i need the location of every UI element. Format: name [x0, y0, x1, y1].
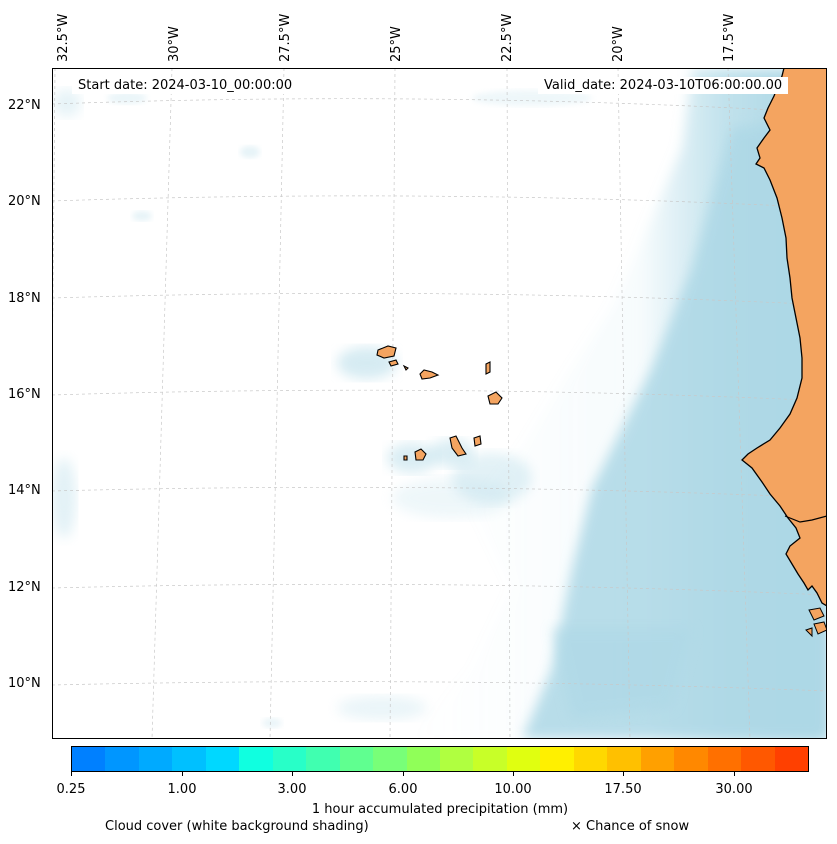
colorbar-tickmark — [71, 772, 72, 776]
colorbar-segment — [172, 747, 206, 771]
santa-luzia-island — [402, 364, 409, 371]
graticule — [52, 68, 827, 739]
colorbar-title: 1 hour accumulated precipitation (mm) — [311, 802, 569, 817]
lon-label-27-5w: 27.5°W — [278, 13, 293, 62]
map-canvas — [52, 68, 827, 739]
colorbar-segment — [774, 747, 808, 771]
colorbar-tick-label: 10.00 — [494, 782, 532, 797]
fogo-island — [414, 448, 427, 461]
colorbar-tick-label: 0.25 — [56, 782, 86, 797]
lat-label-20n: 20°N — [8, 194, 41, 209]
colorbar-segment — [473, 747, 507, 771]
colorbar-segment — [506, 747, 541, 771]
colorbar-segment — [306, 747, 340, 771]
colorbar-segment — [406, 747, 440, 771]
start-date-label: Start date: 2024-03-10_00:00:00 — [72, 77, 299, 94]
cloud-cover-note: Cloud cover (white background shading) — [105, 819, 369, 834]
snow-note: × Chance of snow — [571, 819, 690, 834]
lat-label-12n: 12°N — [8, 580, 41, 595]
colorbar-segment — [439, 747, 474, 771]
brava-island — [403, 455, 408, 461]
precipitation-colorbar — [71, 746, 809, 772]
lon-label-32-5w: 32.5°W — [56, 13, 71, 62]
lon-label-22-5w: 22.5°W — [500, 13, 515, 62]
colorbar-tickmark — [734, 772, 735, 776]
colorbar-tick-label: 6.00 — [388, 782, 418, 797]
forecast-map[interactable] — [52, 68, 827, 739]
colorbar-segment — [607, 747, 641, 771]
colorbar-segment — [640, 747, 675, 771]
colorbar-tick-label: 3.00 — [277, 782, 307, 797]
colorbar-tick-label: 30.00 — [715, 782, 753, 797]
lat-label-16n: 16°N — [8, 387, 41, 402]
santiago-island — [449, 435, 467, 457]
lat-label-18n: 18°N — [8, 291, 41, 306]
colorbar-tickmark — [182, 772, 183, 776]
colorbar-segment — [339, 747, 374, 771]
lon-label-25w: 25°W — [389, 26, 404, 62]
colorbar-tick-label: 1.00 — [167, 782, 197, 797]
boa-vista-island — [487, 391, 503, 405]
lon-label-17-5w: 17.5°W — [722, 13, 737, 62]
colorbar-segment — [674, 747, 708, 771]
colorbar-tickmark — [403, 772, 404, 776]
maio-island — [473, 435, 482, 447]
coastline-inlet — [784, 515, 827, 523]
lat-label-10n: 10°N — [8, 676, 41, 691]
colorbar-segment — [239, 747, 273, 771]
sao-vicente-island — [388, 359, 399, 367]
colorbar-segment — [741, 747, 775, 771]
valid-date-label: Valid_date: 2024-03-10T06:00:00.00 — [538, 77, 789, 94]
colorbar-segment — [573, 747, 608, 771]
sao-nicolau-island — [419, 369, 440, 380]
sal-island — [485, 361, 491, 375]
lon-label-30w: 30°W — [167, 26, 182, 62]
lat-label-14n: 14°N — [8, 483, 41, 498]
colorbar-segment — [540, 747, 574, 771]
colorbar-segment — [105, 747, 139, 771]
colorbar-tickmark — [623, 772, 624, 776]
lon-label-20w: 20°W — [611, 26, 626, 62]
cloud-cover-shading — [52, 68, 827, 739]
colorbar-segment — [72, 747, 106, 771]
africa-mainland — [741, 68, 827, 607]
colorbar-tickmark — [292, 772, 293, 776]
colorbar-tick-label: 17.50 — [604, 782, 642, 797]
santo-antao-island — [376, 345, 397, 359]
bissagos-islands — [805, 607, 827, 638]
colorbar-segment — [707, 747, 742, 771]
colorbar-segment — [272, 747, 307, 771]
cape-verde-islands — [376, 345, 503, 461]
colorbar-tickmark — [513, 772, 514, 776]
lat-label-22n: 22°N — [8, 98, 41, 113]
colorbar-segment — [138, 747, 173, 771]
colorbar-segment — [373, 747, 407, 771]
colorbar-segment — [205, 747, 240, 771]
